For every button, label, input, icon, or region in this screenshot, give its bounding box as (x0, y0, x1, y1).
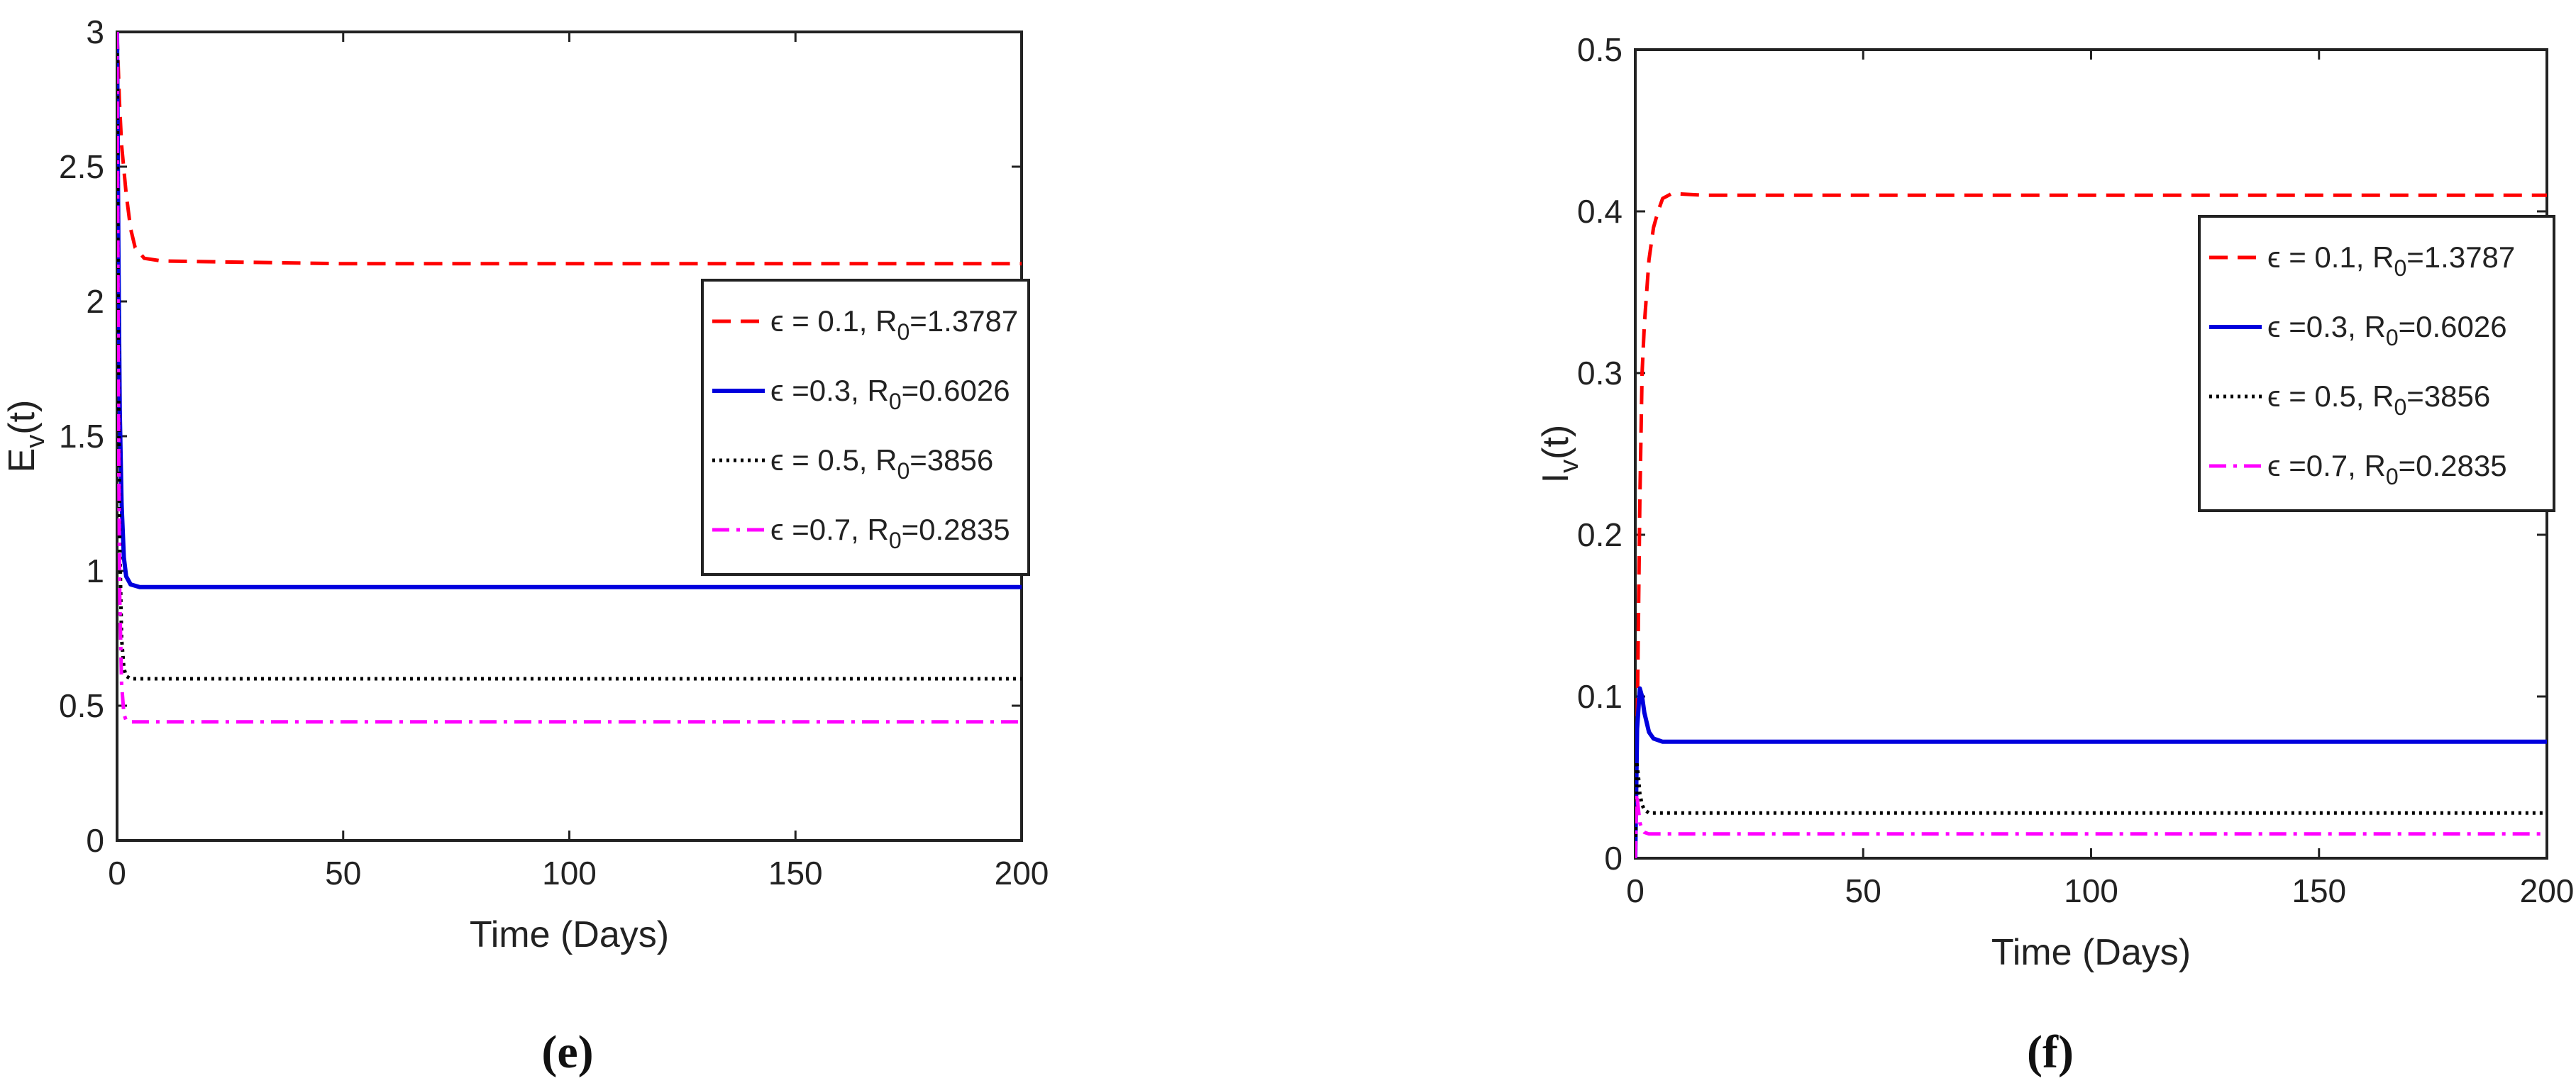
y-tick-label: 1 (86, 553, 104, 589)
legend-label-2: ϵ = 0.5, R0=3856 (770, 443, 993, 484)
chart-panel-f: 0 50 100 150 200 0 0.1 0.2 0.3 0.4 0.5 Time (Days) I… (1535, 31, 2574, 1078)
legend-label-tail: =3856 (2406, 379, 2490, 413)
legend-box (2198, 215, 2555, 512)
y-axis-label-tail: (t) (1535, 425, 1576, 460)
y-tick-label: 0.5 (59, 687, 104, 724)
y-tick-label: 0 (1604, 840, 1623, 877)
legend-label-sub: 0 (897, 458, 910, 484)
legend-label-0: ϵ = 0.1, R0=1.3787 (770, 304, 1018, 345)
x-tick-label: 0 (1626, 872, 1644, 909)
series-line-1 (1635, 686, 2547, 858)
y-axis-label: Iv(t) (1535, 425, 1584, 484)
y-tick-label: 2 (86, 283, 104, 320)
legend-label-sub: 0 (889, 528, 902, 553)
y-axis-label-sub: v (1554, 460, 1584, 473)
legend-label-tail: =1.3787 (910, 304, 1018, 338)
y-tick-label: 0.1 (1577, 678, 1623, 715)
y-tick-label: 0.3 (1577, 355, 1623, 392)
x-tick-label: 150 (768, 855, 823, 892)
legend-label-main: ϵ = 0.1, R (770, 304, 897, 338)
y-axis-label-sub: v (21, 435, 50, 448)
legend-label-tail: =1.3787 (2406, 240, 2515, 274)
series-line-2 (1635, 759, 2547, 858)
y-tick-label: 0 (86, 822, 104, 859)
legend-label-tail: =0.6026 (2399, 310, 2507, 343)
legend-label-main: ϵ =0.3, R (2267, 310, 2386, 343)
legend-label-tail: =0.2835 (902, 513, 1010, 546)
y-axis-label-tail: (t) (1, 400, 43, 435)
y-tick-label: 2.5 (59, 148, 104, 185)
legend-label-main: ϵ = 0.5, R (2267, 379, 2394, 413)
y-tick-label: 0.2 (1577, 516, 1623, 553)
y-axis-label-main: I (1535, 473, 1576, 483)
series-line-0 (117, 32, 1022, 266)
x-axis-label: Time (Days) (470, 914, 669, 955)
legend-label-main: ϵ =0.7, R (2267, 449, 2386, 482)
legend-label-3: ϵ =0.7, R0=0.2835 (770, 513, 1010, 553)
legend-label-sub: 0 (2394, 255, 2406, 281)
legend-label-sub: 0 (889, 389, 902, 414)
legend-label-tail: =3856 (910, 443, 993, 477)
legend-label-sub: 0 (2394, 394, 2406, 420)
legend-label-main: ϵ =0.7, R (770, 513, 889, 546)
series-line-2 (117, 32, 1022, 681)
legend-label-1: ϵ =0.3, R0=0.6026 (2267, 310, 2507, 350)
series-line-0 (1635, 191, 2547, 858)
x-tick-label: 100 (542, 855, 597, 892)
legend-label-sub: 0 (897, 319, 910, 345)
legend-label-tail: =0.6026 (902, 374, 1010, 407)
legend-label-0: ϵ = 0.1, R0=1.3787 (2267, 240, 2515, 281)
y-tick-label: 3 (86, 13, 104, 50)
legend-label-main: ϵ = 0.5, R (770, 443, 897, 477)
legend-label-2: ϵ = 0.5, R0=3856 (2267, 379, 2490, 420)
panel-caption: (e) (541, 1026, 593, 1078)
x-tick-label: 50 (325, 855, 361, 892)
x-tick-label: 150 (2292, 872, 2346, 909)
x-axis-label: Time (Days) (1991, 932, 2191, 973)
y-tick-label: 0.4 (1577, 193, 1623, 230)
series-line-3 (117, 32, 1022, 724)
y-axis-label-main: E (1, 448, 43, 473)
y-tick-label: 0.5 (1577, 31, 1623, 68)
legend-label-sub: 0 (2386, 325, 2399, 350)
legend-label-main: ϵ = 0.1, R (2267, 240, 2394, 274)
x-tick-label: 100 (2064, 872, 2118, 909)
x-tick-label: 200 (995, 855, 1049, 892)
legend-label-tail: =0.2835 (2399, 449, 2507, 482)
panel-caption: (f) (2027, 1026, 2074, 1078)
x-tick-label: 50 (1845, 872, 1881, 909)
y-axis-label: Ev(t) (1, 400, 50, 473)
x-tick-label: 0 (108, 855, 126, 892)
x-tick-label: 200 (2520, 872, 2575, 909)
y-tick-label: 1.5 (59, 418, 104, 455)
legend-label-sub: 0 (2386, 464, 2399, 489)
legend-label-3: ϵ =0.7, R0=0.2835 (2267, 449, 2507, 489)
legend-label-main: ϵ =0.3, R (770, 374, 889, 407)
series-line-3 (1635, 792, 2547, 858)
legend-box (701, 279, 1030, 576)
legend-label-1: ϵ =0.3, R0=0.6026 (770, 374, 1010, 414)
chart-panel-e: 0 50 100 150 200 0 0.5 1 1.5 2 2.5 3 Time (Days) Ev(t… (1, 13, 1049, 1078)
